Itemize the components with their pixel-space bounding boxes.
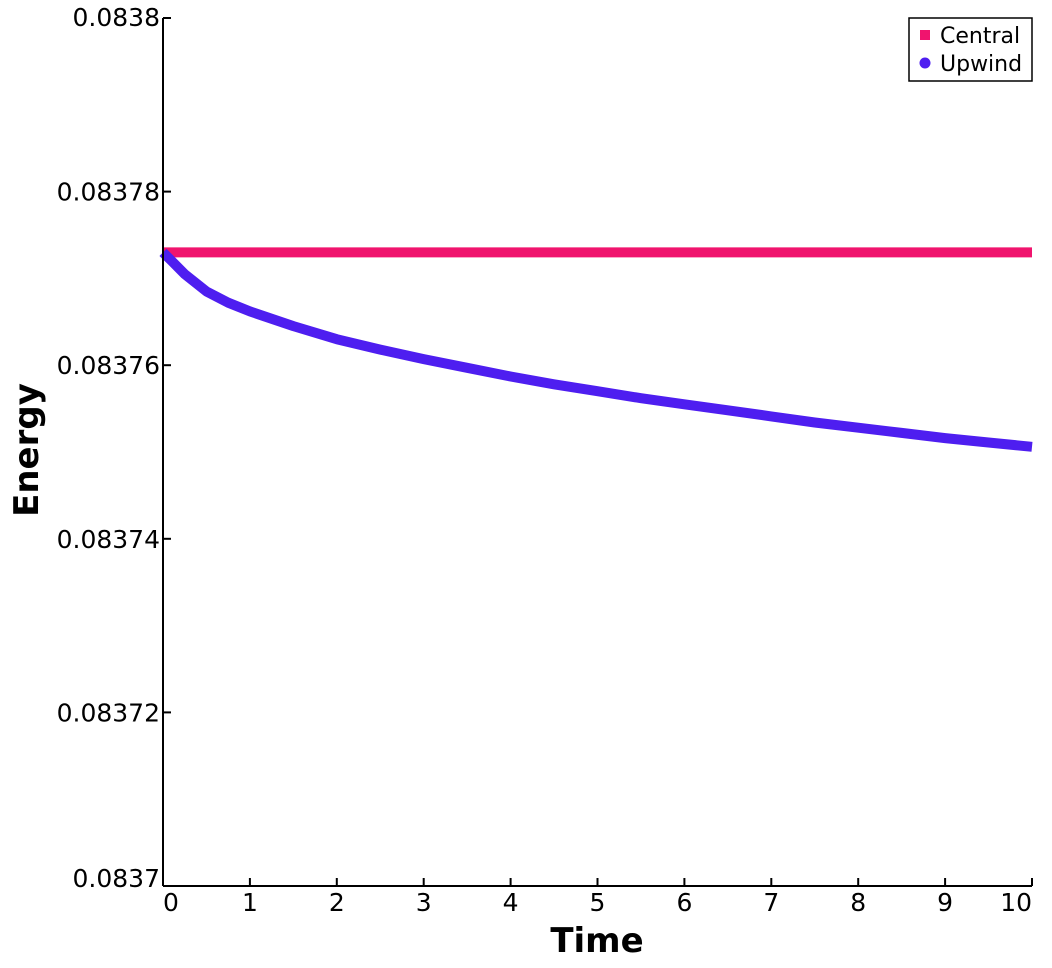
legend-box xyxy=(908,17,1033,82)
x-tick-label: 4 xyxy=(503,888,519,917)
y-tick-label: 0.08372 xyxy=(57,698,160,727)
y-tick-label: 0.08378 xyxy=(57,178,160,207)
legend: Central Upwind xyxy=(908,17,1033,82)
x-tick-label: 6 xyxy=(676,888,692,917)
x-tick-label: 2 xyxy=(329,888,345,917)
x-tick-label: 5 xyxy=(590,888,606,917)
y-tick-label: 0.0837 xyxy=(73,864,160,893)
legend-marker-central xyxy=(920,30,930,40)
series-layer xyxy=(159,247,1033,452)
legend-label-upwind: Upwind xyxy=(940,52,1022,77)
y-ticks: 0.0837 0.08372 0.08374 0.08376 0.08378 0.0838 xyxy=(57,3,171,893)
x-ticks: 0 1 2 3 4 5 6 7 8 9 10 xyxy=(162,878,1033,917)
x-tick-label: 1 xyxy=(242,888,258,917)
x-tick-label: 3 xyxy=(416,888,432,917)
x-tick-label: 0 xyxy=(163,888,179,917)
x-axis-title: Time xyxy=(550,921,643,961)
x-tick-label: 7 xyxy=(763,888,779,917)
legend-marker-upwind xyxy=(919,57,931,69)
y-tick-label: 0.08374 xyxy=(57,525,160,554)
y-tick-label: 0.08376 xyxy=(57,351,160,380)
y-tick-label: 0.0838 xyxy=(73,3,160,32)
series-line-upwind xyxy=(159,248,1033,452)
y-axis-title: Energy xyxy=(7,383,47,517)
legend-label-central: Central xyxy=(940,24,1020,49)
x-tick-label: 10 xyxy=(1000,888,1032,917)
x-tick-label: 8 xyxy=(850,888,866,917)
x-tick-label: 9 xyxy=(937,888,953,917)
